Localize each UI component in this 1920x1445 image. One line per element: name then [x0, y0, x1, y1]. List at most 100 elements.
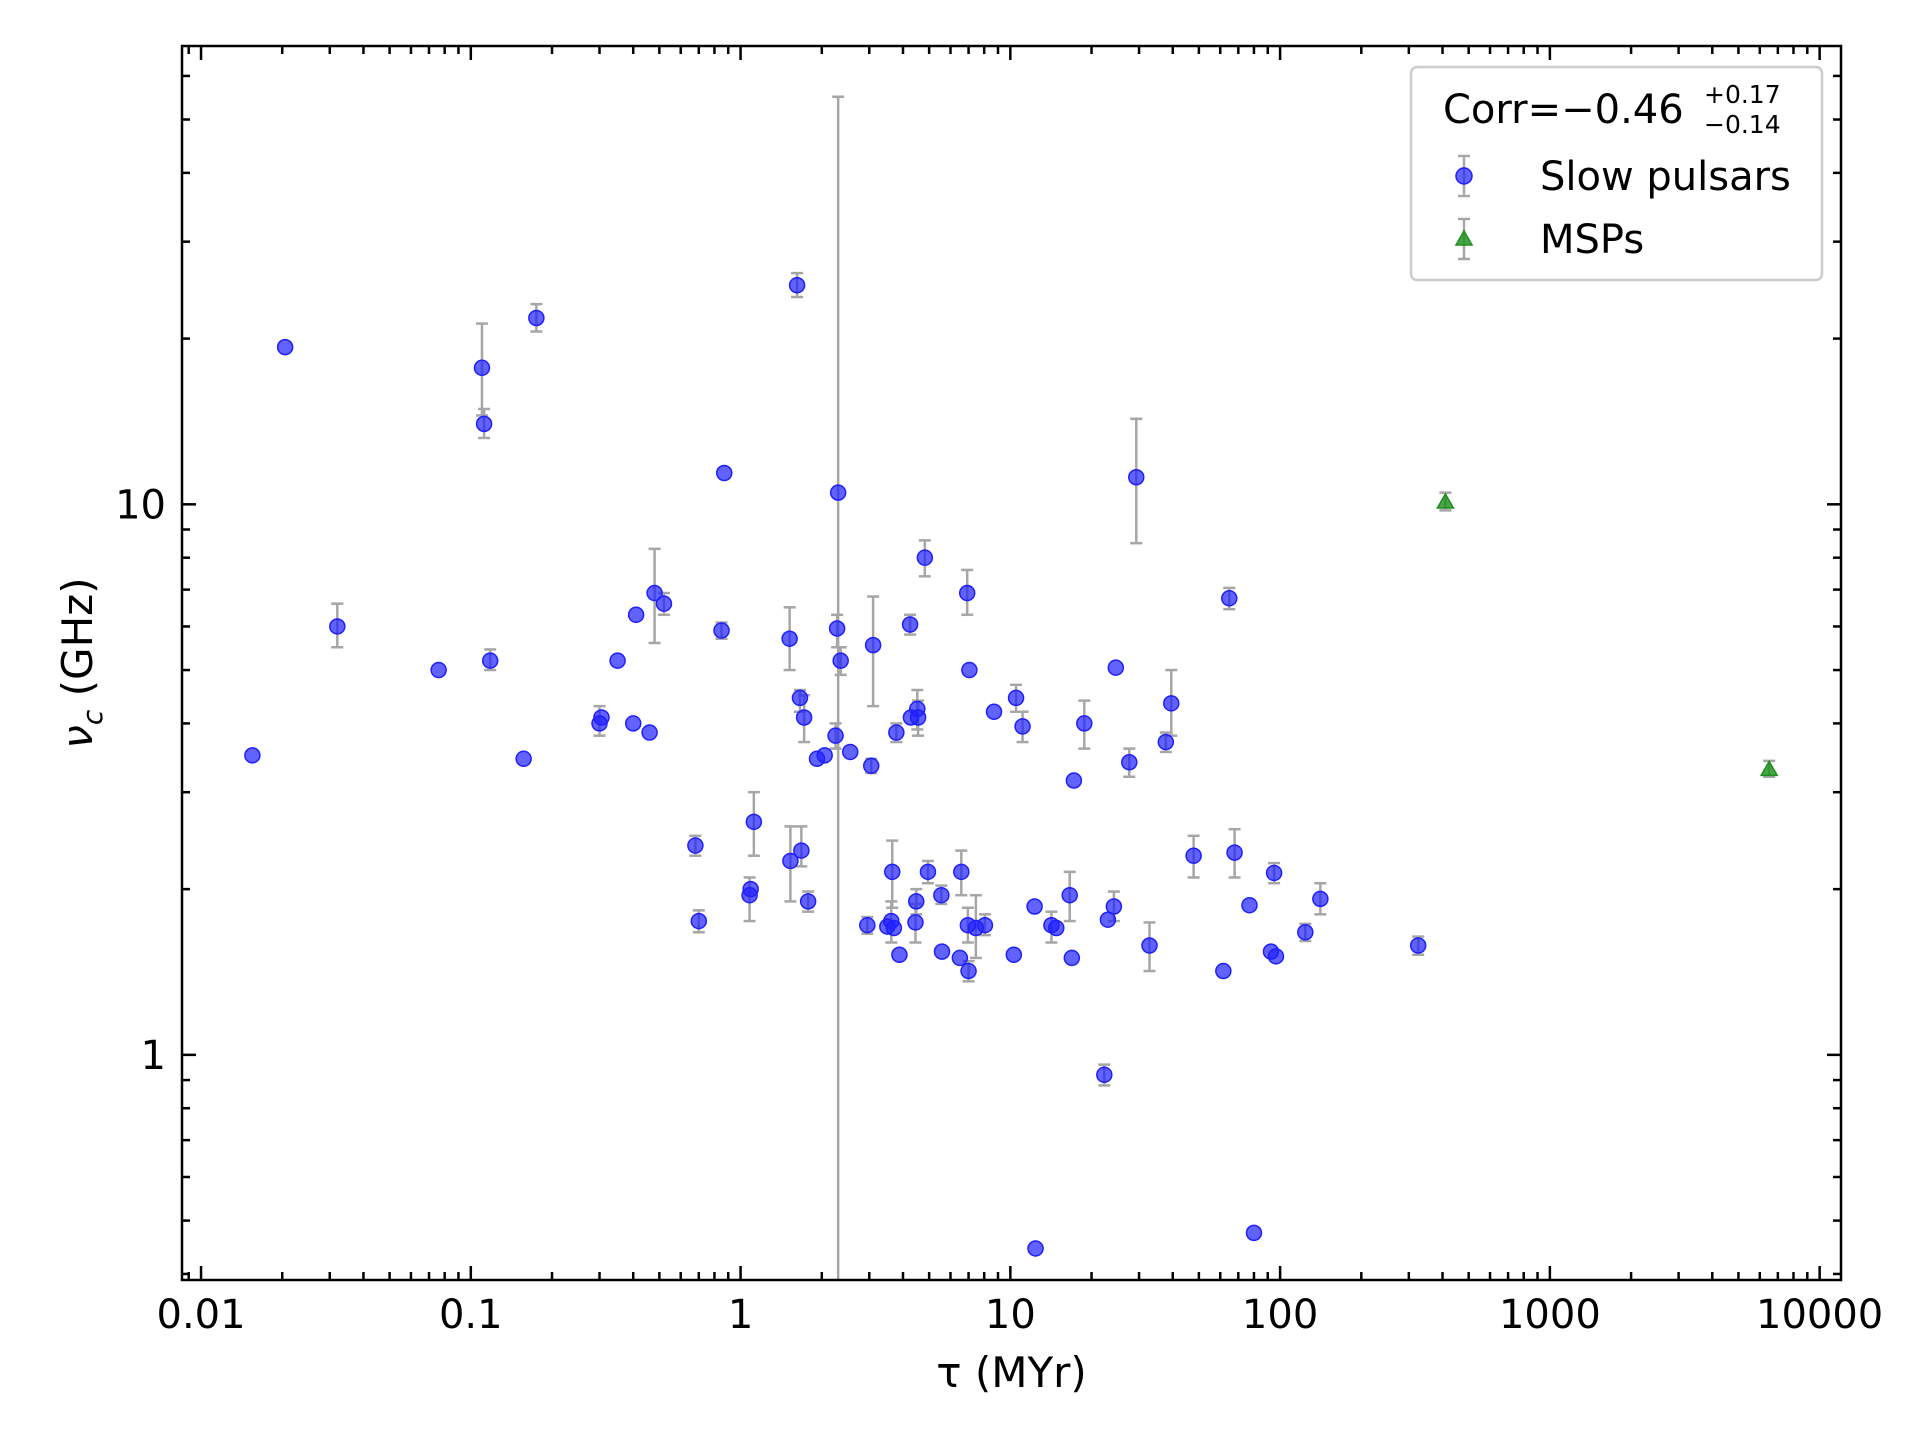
slow-pulsar-point [1312, 890, 1329, 908]
slow-pulsar-point [1265, 864, 1283, 882]
slow-pulsar-point [1245, 1224, 1263, 1242]
x-tick-label: 0.1 [439, 1292, 503, 1338]
slow-pulsar-point [1099, 911, 1117, 928]
slow-pulsar-point [1027, 1240, 1044, 1257]
y-axis-label: νc (GHz) [53, 577, 109, 748]
x-tick-label: 1 [728, 1292, 753, 1338]
y-tick-label: 1 [141, 1033, 166, 1079]
slow-pulsar-point [1026, 898, 1043, 915]
x-tick-label: 1000 [1499, 1292, 1601, 1338]
slow-pulsar-point [1409, 937, 1427, 954]
slow-pulsar-point [1141, 937, 1158, 954]
slow-pulsar-point [687, 837, 704, 854]
slow-pulsar-point [884, 863, 901, 881]
slow-pulsar-point [961, 661, 978, 679]
slow-pulsar-point [329, 618, 346, 635]
slow-pulsar-point [742, 880, 759, 898]
slow-pulsar-point [1121, 754, 1138, 771]
slow-pulsar-point [933, 943, 951, 960]
slow-pulsar-point [713, 622, 730, 639]
slow-pulsar-point [816, 747, 833, 764]
slow-pulsar-point [901, 616, 919, 633]
slow-pulsar-point [481, 652, 499, 669]
slow-pulsar-point [1061, 886, 1078, 904]
slow-pulsar-point [244, 747, 261, 764]
slow-pulsar-point [473, 359, 491, 377]
slow-pulsar-point [1221, 590, 1238, 607]
correlation-lower-error: −0.14 [1704, 110, 1781, 139]
slow-pulsar-point [958, 584, 976, 602]
slow-pulsar-point [781, 630, 798, 647]
slow-pulsar-point [1048, 919, 1065, 937]
slow-pulsar-point [953, 863, 970, 881]
slow-pulsar-point [976, 916, 994, 934]
axis-tick-labels: 0.01 0.1 1 10 100 1000 10000 1 10 [115, 482, 1883, 1338]
x-axis-label: τ (MYr) [936, 1348, 1087, 1397]
slow-pulsar-point [832, 652, 849, 669]
slow-pulsar-point [951, 949, 969, 967]
slow-pulsar-point [528, 309, 545, 327]
msp-point [1759, 759, 1779, 777]
legend: Corr=−0.46 +0.17 −0.14 Slow pulsars MSPs [1409, 65, 1824, 282]
slow-pulsar-point [641, 724, 658, 741]
slow-pulsar-point [646, 584, 663, 602]
y-axis-label-subscript: c [76, 709, 109, 725]
slow-pulsar-point [1107, 659, 1125, 676]
legend-item-slow-pulsars: Slow pulsars [1455, 154, 1791, 200]
slow-pulsar-point [791, 689, 809, 707]
slow-pulsar-point [1005, 946, 1023, 964]
slow-pulsar-point [1105, 898, 1123, 915]
slow-pulsar-point [919, 863, 937, 881]
slow-pulsar-point [782, 852, 799, 870]
slow-pulsar-point [909, 709, 927, 726]
slow-pulsar-point [916, 549, 934, 566]
slow-pulsar-point [891, 946, 908, 964]
slow-pulsar-point [1163, 695, 1180, 712]
slow-pulsar-point [1226, 844, 1243, 861]
legend-label-slow-pulsars: Slow pulsars [1540, 154, 1791, 200]
slow-pulsar-point [888, 724, 905, 741]
slow-pulsar-point [1267, 948, 1285, 965]
slow-pulsar-point [716, 464, 733, 482]
slow-pulsar-point [960, 962, 977, 980]
x-tick-label: 100 [1242, 1292, 1318, 1338]
slow-pulsar-point [799, 893, 817, 910]
correlation-prefix: Corr= [1443, 87, 1561, 133]
y-tick-label: 10 [115, 482, 166, 528]
correlation-value: −0.46 [1561, 87, 1684, 133]
slow-pulsar-point [690, 912, 708, 930]
axis-ticks [182, 46, 1841, 1280]
slow-pulsar-point [862, 757, 880, 775]
slow-pulsar-point [430, 661, 447, 679]
slow-pulsar-point [475, 415, 493, 433]
slow-pulsar-point [829, 484, 847, 501]
correlation-upper-error: +0.17 [1704, 80, 1781, 109]
triangle-marker-icon [1454, 229, 1474, 246]
data-points [244, 276, 1779, 1257]
slow-pulsar-point [1157, 733, 1175, 751]
slow-pulsar-point [1128, 468, 1145, 486]
slow-pulsar-point [1297, 924, 1314, 941]
slow-pulsar-point [609, 652, 626, 669]
legend-item-msps: MSPs [1454, 217, 1644, 263]
slow-pulsar-point [907, 914, 924, 931]
slow-pulsar-point [1007, 689, 1025, 707]
slow-pulsar-point [788, 276, 806, 294]
msp-point [1436, 492, 1455, 509]
slow-pulsar-point [864, 636, 882, 654]
slow-pulsar-point [933, 886, 950, 904]
slow-pulsar-point [655, 595, 673, 612]
slow-pulsar-point [1215, 962, 1232, 980]
slow-pulsar-point [593, 709, 610, 726]
slow-pulsar-point [1185, 847, 1202, 864]
slow-pulsar-point [908, 893, 925, 910]
slow-pulsar-point [827, 727, 844, 744]
slow-pulsar-point [841, 743, 859, 761]
x-tick-label: 10000 [1756, 1292, 1883, 1338]
circle-marker-icon [1455, 167, 1473, 185]
y-axis-label-symbol: ν [53, 725, 102, 748]
slow-pulsar-point [515, 750, 532, 768]
slow-pulsar-point [985, 703, 1003, 720]
slow-pulsar-point [793, 842, 810, 859]
